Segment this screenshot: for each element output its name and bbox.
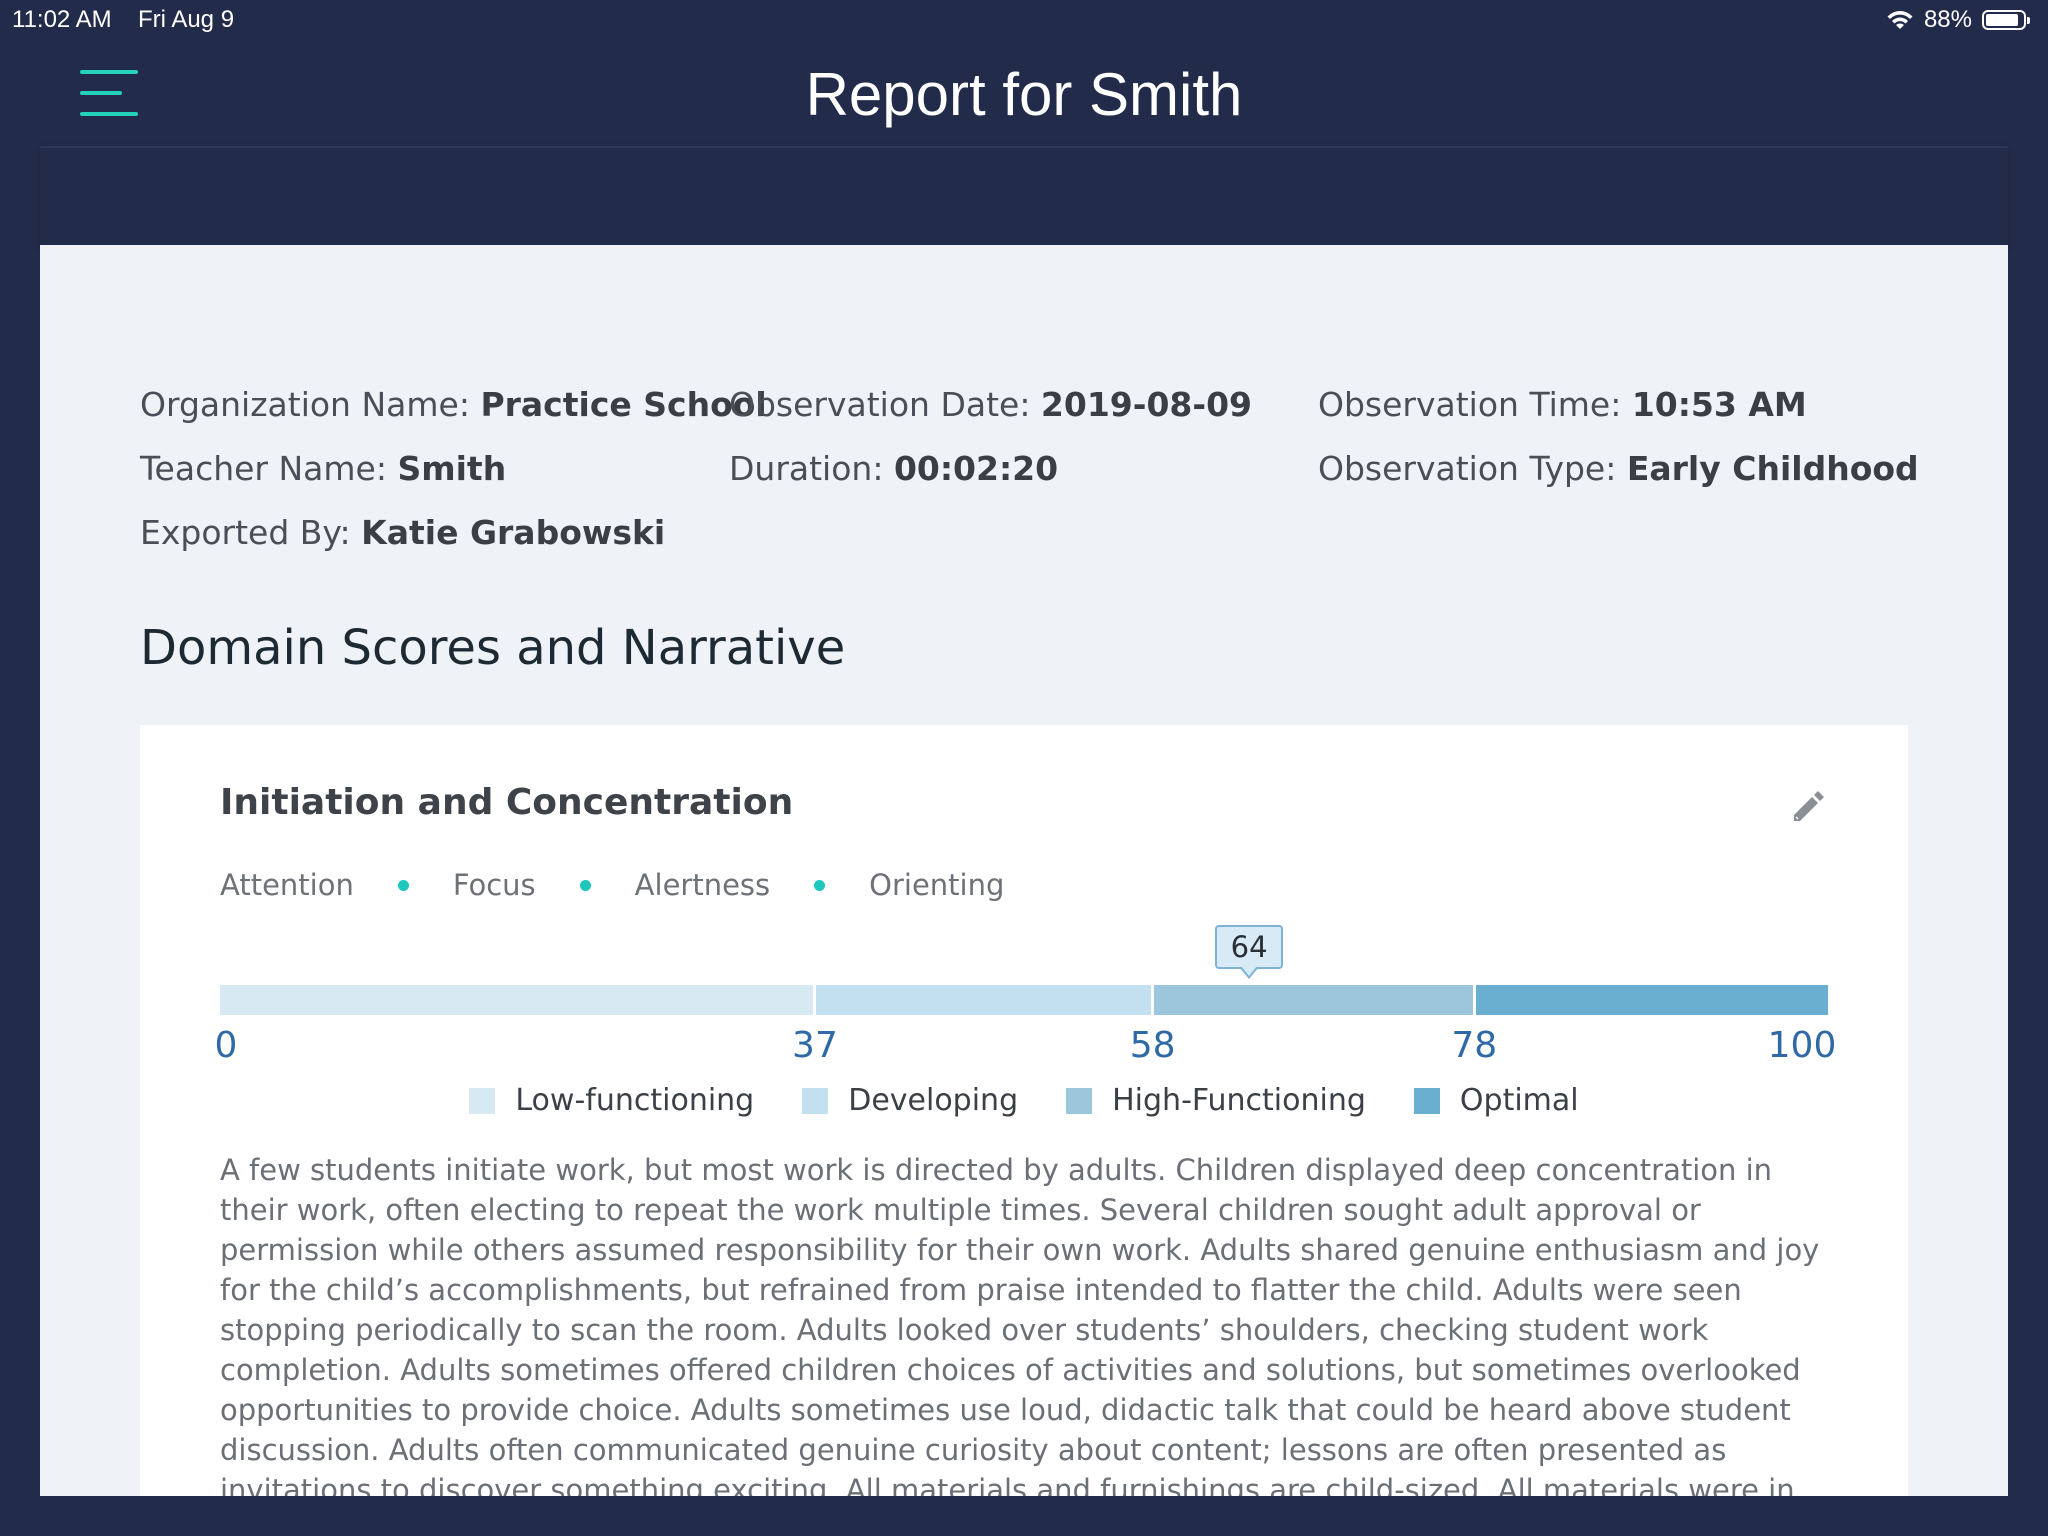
- battery-percent: 88%: [1923, 6, 1972, 33]
- menu-line-middle: [80, 91, 122, 95]
- band-low-functioning: [220, 985, 815, 1015]
- observation-date-label: Observation Date:: [729, 385, 1041, 424]
- legend-swatch: [1066, 1087, 1093, 1114]
- battery-fill: [1986, 14, 2018, 26]
- exported-by-label: Exported By:: [140, 513, 362, 552]
- duration-label: Duration:: [729, 449, 894, 488]
- menu-line-bottom: [80, 112, 138, 116]
- score-bar: [220, 985, 1828, 1015]
- tick-label: 100: [1767, 1025, 1837, 1066]
- legend-swatch: [1413, 1087, 1440, 1114]
- observation-date-value: 2019-08-09: [1040, 385, 1253, 424]
- teacher-label: Teacher Name:: [140, 449, 398, 488]
- status-indicators: 88%: [1886, 6, 2030, 34]
- separator-dot: [814, 879, 826, 891]
- domain-title: Initiation and Concentration: [220, 782, 794, 823]
- status-bar: 11:02 AM Fri Aug 9 88%: [0, 0, 2048, 40]
- report-content: Organization Name: Practice School Obser…: [40, 245, 2008, 1496]
- subdomain-focus: Focus: [452, 868, 536, 902]
- organization-name: Organization Name: Practice School: [140, 385, 767, 424]
- observation-date: Observation Date: 2019-08-09: [729, 385, 1252, 424]
- teacher-value: Smith: [397, 449, 507, 488]
- observation-type-label: Observation Type:: [1318, 449, 1627, 488]
- observation-time: Observation Time: 10:53 AM: [1318, 385, 1807, 424]
- observation-time-value: 10:53 AM: [1631, 385, 1807, 424]
- exported-by: Exported By: Katie Grabowski: [140, 513, 665, 552]
- exported-by-value: Katie Grabowski: [361, 513, 666, 552]
- separator-dot: [397, 879, 409, 891]
- battery-tip: [2027, 17, 2030, 24]
- duration: Duration: 00:02:20: [729, 449, 1058, 488]
- status-time: 11:02 AM: [12, 6, 112, 33]
- page-title: Report for Smith: [805, 61, 1243, 128]
- organization-value: Practice School: [480, 385, 767, 424]
- battery-icon: [1982, 10, 2030, 30]
- duration-value: 00:02:20: [893, 449, 1059, 488]
- status-date: Fri Aug 9: [138, 6, 235, 33]
- domain-narrative: A few students initiate work, but most w…: [220, 1153, 1820, 1496]
- band-optimal: [1474, 985, 1828, 1015]
- legend-item: High-Functioning: [1066, 1083, 1366, 1118]
- tick-label: 0: [214, 1025, 238, 1066]
- organization-label: Organization Name:: [140, 385, 481, 424]
- legend-item: Low-functioning: [469, 1083, 754, 1118]
- band-divider: [1151, 985, 1155, 1015]
- legend-item: Developing: [802, 1083, 1018, 1118]
- menu-line-top: [80, 70, 138, 74]
- legend-swatch: [802, 1087, 829, 1114]
- separator-dot: [579, 879, 591, 891]
- observation-type: Observation Type: Early Childhood: [1318, 449, 1919, 488]
- observation-time-label: Observation Time:: [1318, 385, 1632, 424]
- tick-label: 78: [1451, 1025, 1498, 1066]
- band-high-functioning: [1152, 985, 1475, 1015]
- domain-card: Initiation and Concentration Attention Fo…: [140, 725, 1908, 1496]
- band-developing: [814, 985, 1153, 1015]
- header-panel: [40, 146, 2008, 247]
- legend-label: High-Functioning: [1112, 1083, 1366, 1118]
- band-divider: [813, 985, 817, 1015]
- legend-label: Developing: [848, 1083, 1019, 1118]
- tick-label: 37: [792, 1025, 838, 1066]
- pencil-icon[interactable]: [1788, 785, 1828, 825]
- wifi-icon: [1887, 11, 1913, 29]
- score-legend: Low-functioning Developing High-Functionin…: [140, 1083, 1908, 1118]
- teacher-name: Teacher Name: Smith: [140, 449, 506, 488]
- legend-item: Optimal: [1413, 1083, 1579, 1118]
- legend-label: Optimal: [1459, 1083, 1579, 1118]
- legend-swatch: [469, 1087, 496, 1114]
- legend-label: Low-functioning: [515, 1083, 755, 1118]
- observation-type-value: Early Childhood: [1626, 449, 1919, 488]
- subdomain-list: Attention Focus Alertness Orienting: [220, 868, 1004, 902]
- subdomain-alertness: Alertness: [634, 868, 771, 902]
- section-title: Domain Scores and Narrative: [140, 620, 846, 676]
- score-marker: 64: [1215, 925, 1284, 979]
- tick-label: 58: [1129, 1025, 1176, 1066]
- subdomain-attention: Attention: [220, 868, 354, 902]
- hamburger-menu-icon[interactable]: [80, 70, 138, 116]
- subdomain-orienting: Orienting: [869, 868, 1005, 902]
- band-divider: [1472, 985, 1476, 1015]
